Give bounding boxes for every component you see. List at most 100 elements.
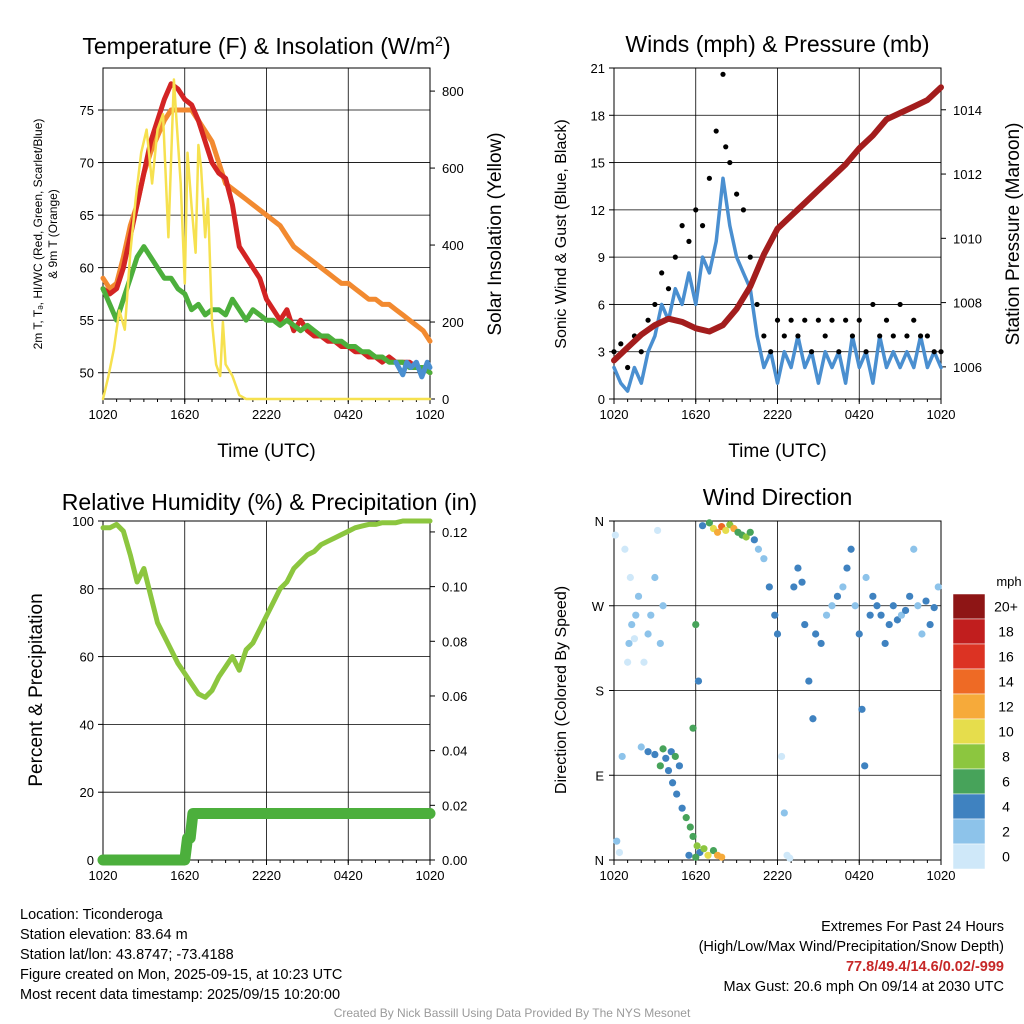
gust-point xyxy=(645,317,651,323)
wind-direction-point xyxy=(847,545,855,553)
wind-direction-point xyxy=(678,804,686,812)
rh-y2-tick-label: 0.02 xyxy=(442,798,467,813)
gust-point xyxy=(849,333,856,339)
colorbar-label: 20+ xyxy=(994,599,1018,615)
colorbar-swatch xyxy=(952,718,986,745)
wind-y-tick-label: 15 xyxy=(591,156,605,171)
rh-y2-tick-label: 0.06 xyxy=(442,689,467,704)
station-elevation: Station elevation: 83.64 m xyxy=(20,927,188,943)
gust-point xyxy=(904,333,910,339)
gust-point xyxy=(720,71,726,77)
gust-point xyxy=(713,128,719,134)
wind-direction-point xyxy=(869,592,877,600)
gust-point xyxy=(761,333,767,339)
temp-y-tick-label: 70 xyxy=(80,156,94,171)
dir-title: Wind Direction xyxy=(703,484,853,510)
wind-x-tick-label: 0420 xyxy=(845,407,874,422)
gust-point xyxy=(917,333,924,339)
precip-line xyxy=(97,808,436,866)
wind-direction-point xyxy=(862,573,870,582)
wind-direction-point xyxy=(692,620,700,629)
rh-y-tick-label: 100 xyxy=(72,514,94,529)
dir-y-tick-label: W xyxy=(592,599,605,614)
wind-direction-point xyxy=(632,611,640,619)
gust-point xyxy=(883,317,890,323)
colorbar-swatch xyxy=(952,668,986,695)
wind-direction-point xyxy=(777,752,786,761)
wind-direction-point xyxy=(790,583,798,591)
wind-direction-point xyxy=(873,602,881,610)
wind-direction-point xyxy=(851,602,859,610)
temp-y-tick-label: 50 xyxy=(80,366,94,381)
wind-direction-point xyxy=(685,851,693,859)
rh-y2-tick-label: 0.00 xyxy=(442,853,467,868)
colorbar-label: 6 xyxy=(1002,774,1010,790)
credit-line: Created By Nick Bassill Using Data Provi… xyxy=(333,1006,691,1020)
rh-y2-tick-label: 0.10 xyxy=(442,580,467,595)
wind-direction-point xyxy=(700,845,708,853)
colorbar-swatch xyxy=(952,618,986,645)
dir-y-tick-label: S xyxy=(595,684,604,699)
wind-direction-point xyxy=(662,754,670,762)
wind-direction-point xyxy=(668,779,677,787)
wind-direction-point xyxy=(855,630,863,638)
wind-direction-point xyxy=(640,658,648,666)
wind-direction-point xyxy=(659,602,667,610)
wind-direction-point xyxy=(624,658,632,666)
wind-y-tick-label: 9 xyxy=(598,250,605,265)
gust-point xyxy=(931,349,937,355)
wind-direction-point xyxy=(910,545,918,553)
wind-direction-point xyxy=(644,748,652,756)
wind-direction-point xyxy=(682,814,690,822)
wind-direction-point xyxy=(750,536,758,544)
colorbar-swatch xyxy=(952,818,986,845)
colorbar-label: 4 xyxy=(1002,799,1010,815)
dir-ylabel: Direction (Colored By Speed) xyxy=(553,586,570,794)
wind-y2-tick-label: 1006 xyxy=(953,360,982,375)
rh-ylabel: Percent & Precipitation xyxy=(26,593,47,786)
wind-direction-point xyxy=(833,592,842,600)
temp-y2-tick-label: 600 xyxy=(442,161,464,176)
wind-direction-point xyxy=(613,837,621,845)
wind-direction-point xyxy=(704,851,712,859)
wind-direction-point xyxy=(817,639,825,648)
wind-direction-point xyxy=(773,630,782,638)
dir-y-tick-label: N xyxy=(595,853,604,868)
gust-point xyxy=(665,286,672,292)
wind-direction-point xyxy=(858,705,866,713)
colorbar-label: 0 xyxy=(1002,849,1010,865)
temp-title: Temperature (F) & Insolation (W/m2) xyxy=(82,33,450,59)
wind-direction-point xyxy=(843,564,851,572)
wind-direction-point xyxy=(621,545,629,553)
wind-y2-tick-label: 1008 xyxy=(953,296,982,311)
gust-point xyxy=(768,349,774,355)
extremes-info: Extremes For Past 24 Hours (High/Low/Max… xyxy=(699,917,1004,997)
gust-point xyxy=(686,238,692,244)
wind-direction-point xyxy=(611,531,619,539)
wind-y-tick-label: 12 xyxy=(591,203,605,218)
wind-direction-point xyxy=(760,555,768,563)
rh-x-tick-label: 2220 xyxy=(252,868,281,883)
gust-point xyxy=(808,349,815,355)
temp-y-tick-label: 55 xyxy=(80,313,94,328)
wind-direction-point xyxy=(673,790,681,798)
gust-point xyxy=(781,333,787,339)
gust-point xyxy=(659,270,665,276)
gust-point xyxy=(638,349,644,355)
temp-series-line-2 xyxy=(100,244,433,376)
wind-direction-point xyxy=(709,846,718,855)
wind-direction-point xyxy=(866,611,874,619)
gust-point xyxy=(723,144,729,150)
rh-x-tick-label: 1020 xyxy=(89,868,118,883)
gust-point xyxy=(856,317,862,323)
rh-y-tick-label: 40 xyxy=(80,717,94,732)
wind-direction-point xyxy=(713,528,722,536)
gust-point xyxy=(829,317,835,323)
temp-x-tick-label: 1620 xyxy=(170,407,199,422)
wind-direction-point xyxy=(794,564,802,572)
wind-direction-point xyxy=(718,853,726,861)
temp-x-tick-label: 1020 xyxy=(89,407,118,422)
rh-y2-tick-label: 0.08 xyxy=(442,634,467,649)
gust-point xyxy=(924,333,930,339)
wind-direction-point xyxy=(914,602,922,610)
